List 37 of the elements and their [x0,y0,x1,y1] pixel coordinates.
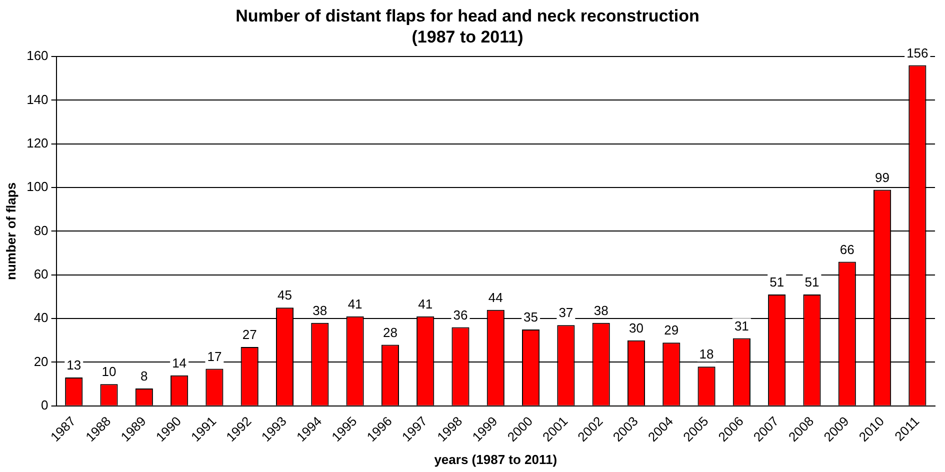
data-label: 14 [172,355,187,370]
data-label: 27 [242,327,257,342]
data-label: 156 [906,45,928,60]
data-label: 17 [207,348,222,364]
data-label: 44 [488,290,503,305]
data-label: 45 [278,288,292,303]
y-tick-label: 160 [26,48,48,64]
y-tick-label: 80 [34,222,48,238]
y-axis-title: number of flaps [3,182,18,280]
data-label: 35 [524,310,538,325]
data-label: 8 [140,368,148,384]
y-tick-label: 140 [26,92,48,107]
data-label: 41 [348,296,362,312]
data-label: 51 [804,274,820,290]
data-label: 13 [66,358,82,373]
y-tick-label: 40 [34,310,48,326]
y-tick-label: 120 [26,135,48,150]
data-label: 99 [875,170,890,185]
data-label: 29 [664,322,679,338]
data-label: 66 [840,242,854,257]
chart-title: Number of distant flaps for head and neck reconstruction (1987 to 2011) [236,6,700,47]
data-label: 38 [312,303,328,318]
x-axis-title: years (1987 to 2011) [434,452,558,467]
data-label: 36 [453,307,468,322]
data-label: 28 [382,324,398,340]
y-tick-label: 100 [26,179,48,194]
data-label: 31 [734,318,749,334]
data-label: 38 [594,303,608,318]
data-label: 51 [770,274,784,290]
data-label: 41 [418,296,433,312]
y-tick-label: 20 [34,354,48,369]
data-label: 10 [102,364,116,380]
data-label: 37 [558,305,574,320]
data-label: 30 [629,320,644,336]
y-tick-label: 0 [41,398,48,412]
y-tick-label: 60 [34,266,48,282]
data-label: 18 [699,346,714,362]
